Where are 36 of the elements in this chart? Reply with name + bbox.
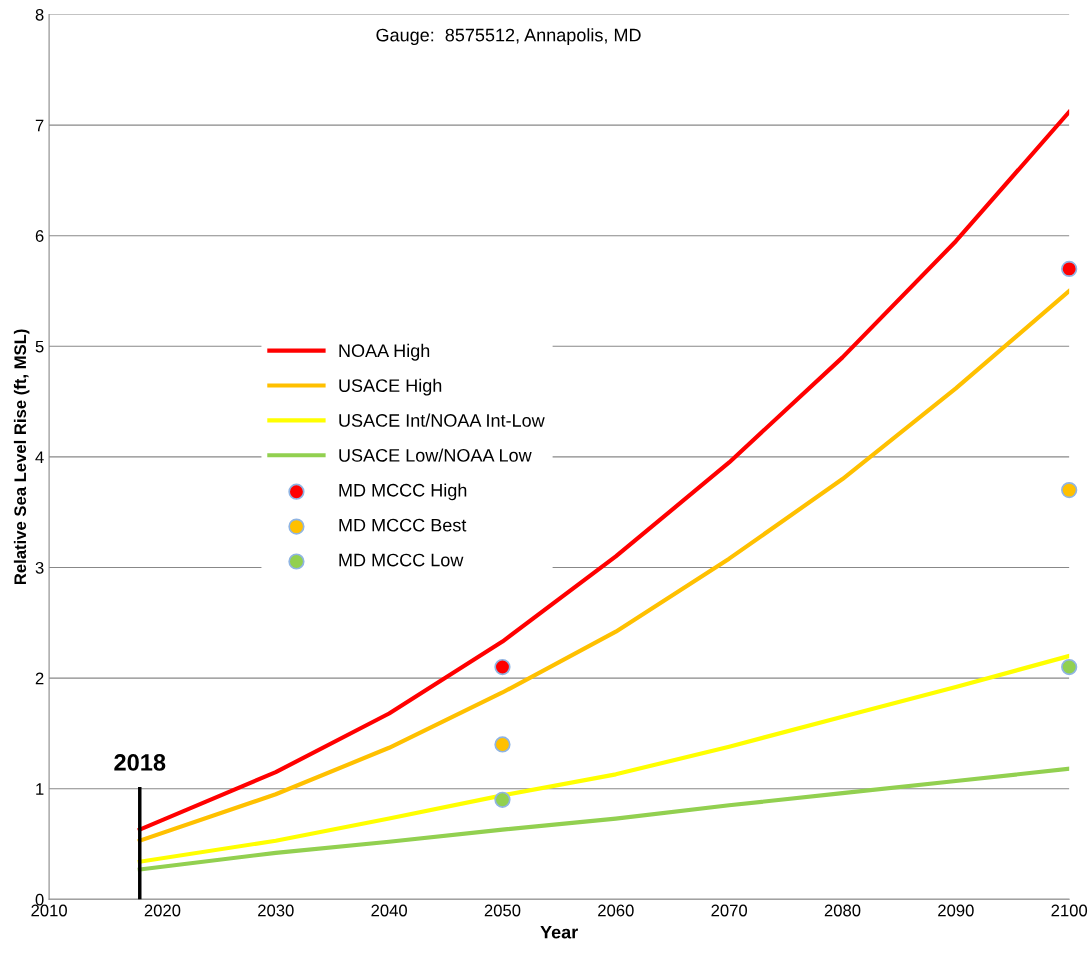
x-tick-label: 2030: [258, 904, 294, 917]
point: [1061, 658, 1078, 676]
x-tick-label: 2080: [824, 904, 861, 917]
point: [494, 791, 511, 808]
x-tick-label: 2060: [598, 904, 634, 917]
point: [1061, 260, 1078, 278]
legend-label: MD MCCC High: [339, 483, 467, 501]
x-axis-title: Year: [540, 925, 578, 939]
point: [1061, 481, 1078, 499]
x-tick-label: 2010: [31, 904, 67, 917]
point: [494, 736, 511, 753]
x-tick-label: 2050: [484, 904, 521, 917]
y-tick-label: 3: [35, 561, 44, 574]
y-tick-label: 2: [35, 672, 44, 685]
y-axis-title: Relative Sea Level Rise (ft, MSL): [13, 329, 30, 585]
legend-label: MD MCCC Low: [339, 553, 464, 567]
legend-label: USACE High: [339, 378, 442, 396]
y-tick-label: 1: [36, 783, 44, 795]
legend-label: MD MCCC Best: [339, 518, 467, 532]
x-tick-label: 2090: [938, 904, 974, 917]
y-tick-label: 6: [35, 230, 44, 242]
point: [494, 658, 511, 676]
x-tick-label: 2100: [1051, 904, 1088, 917]
ref-line-label: 2018: [114, 754, 166, 771]
y-tick-label: 0: [35, 893, 44, 906]
x-tick-label: 2040: [371, 904, 408, 917]
y-tick-label: 5: [35, 340, 44, 353]
x-tick-label: 2070: [711, 904, 748, 917]
annotation: Gauge: 8575512, Annapolis, MD: [376, 28, 641, 46]
legend-label: USACE Low/NOAA Low: [339, 448, 532, 462]
y-tick-label: 8: [35, 8, 44, 21]
y-tick-label: 7: [35, 119, 44, 132]
legend-label: USACE Int/NOAA Int-Low: [339, 413, 545, 427]
y-tick-label: 4: [35, 451, 44, 463]
legend-label: NOAA High: [339, 343, 430, 361]
x-tick-label: 2020: [144, 904, 181, 917]
